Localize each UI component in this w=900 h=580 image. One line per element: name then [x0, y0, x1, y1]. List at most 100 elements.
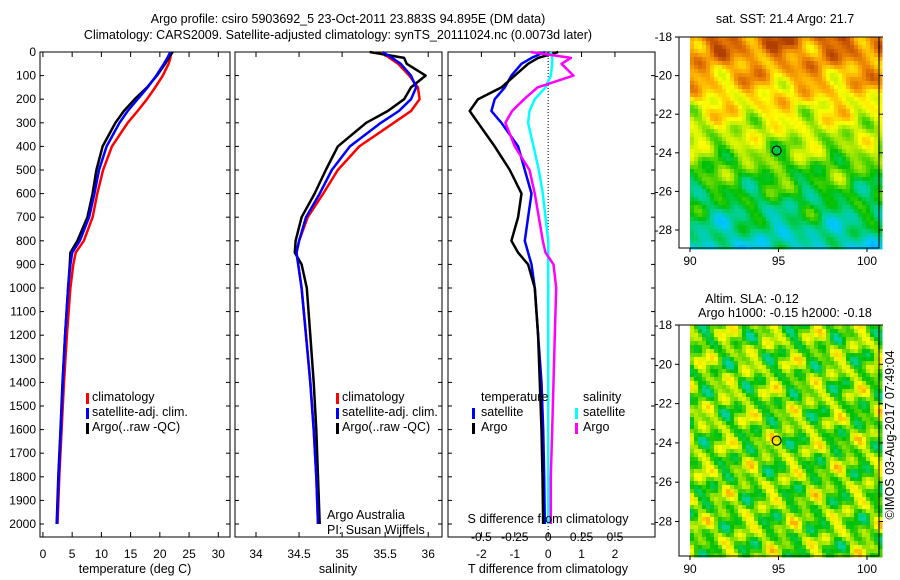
- map-cell: [850, 141, 855, 146]
- map-cell: [758, 73, 763, 78]
- map-cell: [854, 137, 859, 142]
- map-cell: [826, 65, 831, 70]
- map-cell: [738, 149, 743, 154]
- map-cell: [798, 429, 803, 434]
- map-cell: [694, 481, 699, 486]
- map-cell: [710, 109, 715, 114]
- map-cell: [714, 65, 719, 70]
- map-cell: [854, 113, 859, 118]
- map-cell: [694, 453, 699, 458]
- map-cell: [862, 185, 867, 190]
- map-cell: [850, 197, 855, 202]
- map-cell: [754, 401, 759, 406]
- map-cell: [798, 477, 803, 482]
- map-cell: [690, 405, 695, 410]
- map-cell: [738, 133, 743, 138]
- map-cell: [742, 489, 747, 494]
- map-cell: [746, 117, 751, 122]
- map-cell: [730, 45, 735, 50]
- map-cell: [714, 333, 719, 338]
- map-cell: [854, 361, 859, 366]
- map-cell: [790, 373, 795, 378]
- map-cell: [830, 429, 835, 434]
- map-cell: [710, 113, 715, 118]
- map-cell: [794, 205, 799, 210]
- map-cell: [758, 137, 763, 142]
- map-cell: [798, 209, 803, 214]
- map-cell: [786, 65, 791, 70]
- map-cell: [786, 61, 791, 66]
- map-cell: [750, 477, 755, 482]
- map-cell: [750, 413, 755, 418]
- map-cell: [862, 45, 867, 50]
- map-cell: [714, 485, 719, 490]
- map-cell: [762, 485, 767, 490]
- map-cell: [762, 493, 767, 498]
- map-cell: [750, 93, 755, 98]
- map-cell: [766, 449, 771, 454]
- map-cell: [810, 357, 815, 362]
- map-cell: [734, 477, 739, 482]
- map-cell: [734, 357, 739, 362]
- map-cell: [698, 193, 703, 198]
- map-cell: [762, 237, 767, 242]
- map-cell: [750, 61, 755, 66]
- map-cell: [770, 97, 775, 102]
- map-cell: [834, 445, 839, 450]
- map-cell: [866, 385, 871, 390]
- map-cell: [830, 37, 835, 42]
- map-cell: [742, 61, 747, 66]
- map-cell: [822, 489, 827, 494]
- map-cell: [814, 433, 819, 438]
- map-cell: [790, 205, 795, 210]
- map-cell: [766, 477, 771, 482]
- map-cell: [874, 61, 879, 66]
- map-cell: [750, 501, 755, 506]
- map-cell: [862, 209, 867, 214]
- map-cell: [854, 425, 859, 430]
- map-cell: [862, 81, 867, 86]
- map-cell: [730, 193, 735, 198]
- map-cell: [762, 473, 767, 478]
- map-cell: [822, 361, 827, 366]
- map-cell: [834, 457, 839, 462]
- map-cell: [730, 141, 735, 146]
- map-cell: [854, 465, 859, 470]
- map-cell: [698, 189, 703, 194]
- map-cell: [822, 129, 827, 134]
- map-cell: [826, 437, 831, 442]
- map-cell: [826, 445, 831, 450]
- map-cell: [814, 153, 819, 158]
- map-cell: [762, 109, 767, 114]
- map-cell: [826, 473, 831, 478]
- map-cell: [830, 65, 835, 70]
- map-cell: [790, 109, 795, 114]
- map-cell: [758, 177, 763, 182]
- map-cell: [762, 189, 767, 194]
- map-cell: [750, 153, 755, 158]
- map-cell: [738, 389, 743, 394]
- map-cell: [770, 369, 775, 374]
- map-cell: [758, 389, 763, 394]
- map-cell: [778, 397, 783, 402]
- map-cell: [726, 405, 731, 410]
- map-cell: [778, 465, 783, 470]
- map-cell: [734, 125, 739, 130]
- map-cell: [718, 469, 723, 474]
- map-cell: [830, 225, 835, 230]
- map-cell: [826, 237, 831, 242]
- map-cell: [694, 417, 699, 422]
- map-cell: [722, 65, 727, 70]
- map-cell: [714, 217, 719, 222]
- map-cell: [762, 229, 767, 234]
- map-cell: [822, 481, 827, 486]
- map-cell: [814, 101, 819, 106]
- map-cell: [838, 377, 843, 382]
- map-cell: [794, 469, 799, 474]
- map-cell: [858, 441, 863, 446]
- map-cell: [834, 325, 839, 330]
- map-cell: [866, 89, 871, 94]
- map-cell: [706, 357, 711, 362]
- map-cell: [870, 185, 875, 190]
